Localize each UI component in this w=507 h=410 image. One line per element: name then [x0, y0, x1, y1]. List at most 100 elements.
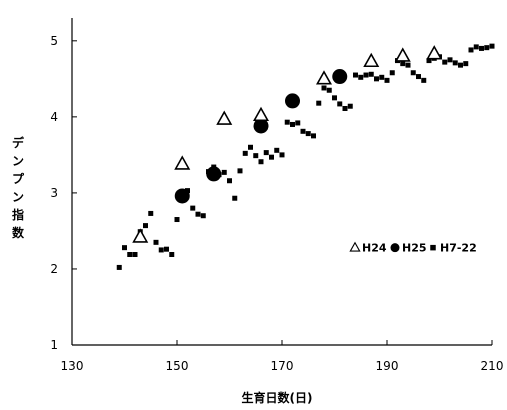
data-point [326, 87, 332, 93]
data-point [284, 119, 290, 125]
data-point [200, 213, 206, 219]
data-point [463, 61, 469, 67]
data-point [269, 154, 274, 160]
data-point [389, 70, 395, 76]
data-point [153, 239, 159, 245]
x-tick-label: 170 [271, 359, 294, 373]
legend-label: H7-22 [440, 242, 477, 255]
data-point [368, 71, 374, 77]
data-point [169, 252, 175, 258]
series-h25 [174, 69, 348, 204]
data-point [164, 246, 169, 252]
legend-label: H24 [362, 242, 387, 255]
data-point [337, 101, 343, 107]
y-axis-ticks: 1 2 3 4 5 [50, 34, 77, 352]
data-point [190, 205, 196, 211]
data-point [295, 120, 301, 126]
data-point [127, 252, 133, 258]
data-point [285, 93, 300, 109]
data-point [132, 228, 149, 243]
data-point [158, 247, 164, 253]
data-point [416, 74, 421, 80]
data-point [148, 210, 154, 216]
y-title-char: 指 [12, 207, 24, 222]
x-tick-label: 190 [376, 359, 399, 373]
data-point [242, 150, 248, 156]
y-tick-label: 4 [50, 110, 58, 124]
data-point [473, 44, 479, 50]
data-point [468, 47, 474, 53]
data-point [237, 168, 243, 174]
data-point [174, 217, 180, 223]
data-point [232, 195, 238, 201]
data-point [358, 74, 364, 80]
data-point [384, 77, 390, 83]
data-point [442, 59, 448, 65]
y-title-char: ン [12, 154, 24, 168]
y-tick-label: 5 [50, 34, 58, 48]
legend-marker [390, 243, 400, 253]
x-axis-ticks: 130 150 170 190 210 [61, 340, 503, 373]
data-point [421, 77, 427, 83]
data-point [426, 58, 432, 64]
data-point [263, 150, 269, 156]
data-point [311, 133, 316, 139]
legend-label: H25 [402, 242, 427, 255]
data-point [253, 153, 259, 159]
data-point [258, 159, 264, 165]
data-point [305, 131, 311, 137]
legend: H24 H25 H7-22 [349, 241, 477, 255]
data-point [426, 45, 443, 60]
data-point [227, 178, 232, 184]
data-point [316, 100, 322, 106]
data-point [274, 147, 280, 153]
data-point [216, 110, 233, 125]
data-point [248, 144, 253, 150]
data-point [122, 245, 127, 251]
data-point [279, 152, 285, 158]
data-point [447, 57, 453, 63]
data-point [363, 72, 369, 78]
x-tick-label: 150 [166, 359, 189, 373]
data-point [342, 105, 348, 111]
data-point [253, 118, 269, 134]
data-point [290, 121, 295, 127]
x-tick-label: 130 [61, 359, 84, 373]
data-point [332, 69, 348, 85]
data-point [489, 43, 495, 49]
data-point [195, 211, 201, 217]
data-point [405, 62, 411, 68]
data-point [452, 60, 458, 66]
data-point [410, 70, 416, 76]
data-point [174, 188, 190, 204]
data-point [479, 45, 484, 51]
data-point [394, 47, 411, 62]
data-point [353, 72, 358, 78]
y-title-char: ン [12, 190, 24, 204]
y-title-char: プ [12, 171, 25, 186]
y-tick-label: 3 [50, 186, 58, 200]
data-point [484, 45, 490, 51]
data-point [332, 95, 337, 101]
x-axis-title: 生育日数(日) [242, 390, 313, 405]
data-point [300, 128, 306, 134]
y-tick-label: 2 [50, 262, 58, 276]
data-point [221, 169, 227, 175]
data-point [174, 155, 191, 170]
data-point [206, 166, 222, 182]
data-points [116, 43, 495, 270]
legend-marker [430, 244, 436, 251]
y-title-char: デ [12, 135, 25, 150]
data-point [458, 62, 463, 68]
legend-marker [349, 241, 361, 252]
data-point [116, 264, 122, 270]
data-point [321, 85, 327, 91]
series-h24 [132, 45, 443, 243]
plot-area: 130 150 170 190 210 1 2 3 4 5 H24 H25 H7-22 [50, 18, 503, 373]
y-title-char: 数 [12, 225, 25, 240]
data-point [143, 223, 148, 229]
series-h7-22 [116, 43, 495, 270]
data-point [252, 106, 270, 122]
